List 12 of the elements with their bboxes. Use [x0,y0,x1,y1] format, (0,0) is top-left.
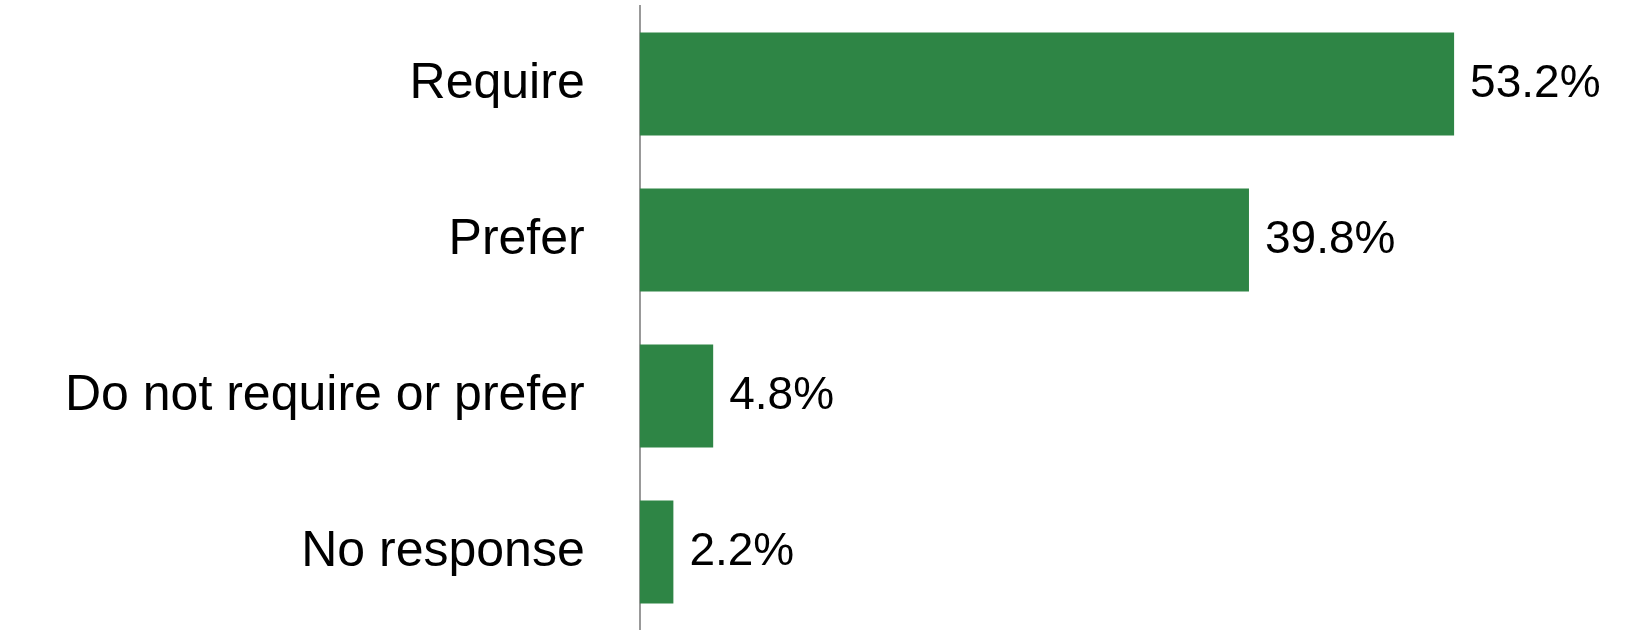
bar [639,344,714,448]
data-label: 53.2% [1470,54,1601,107]
bar [639,500,674,604]
y-tick-label: No response [301,520,585,577]
bar [639,188,1249,292]
data-label: 2.2% [689,522,795,575]
bar [639,32,1455,136]
y-tick-label: Do not require or prefer [65,364,585,421]
data-label: 4.8% [729,366,835,419]
y-tick-label: Require [409,52,585,109]
y-tick-label: Prefer [448,208,585,265]
data-label: 39.8% [1264,210,1396,263]
